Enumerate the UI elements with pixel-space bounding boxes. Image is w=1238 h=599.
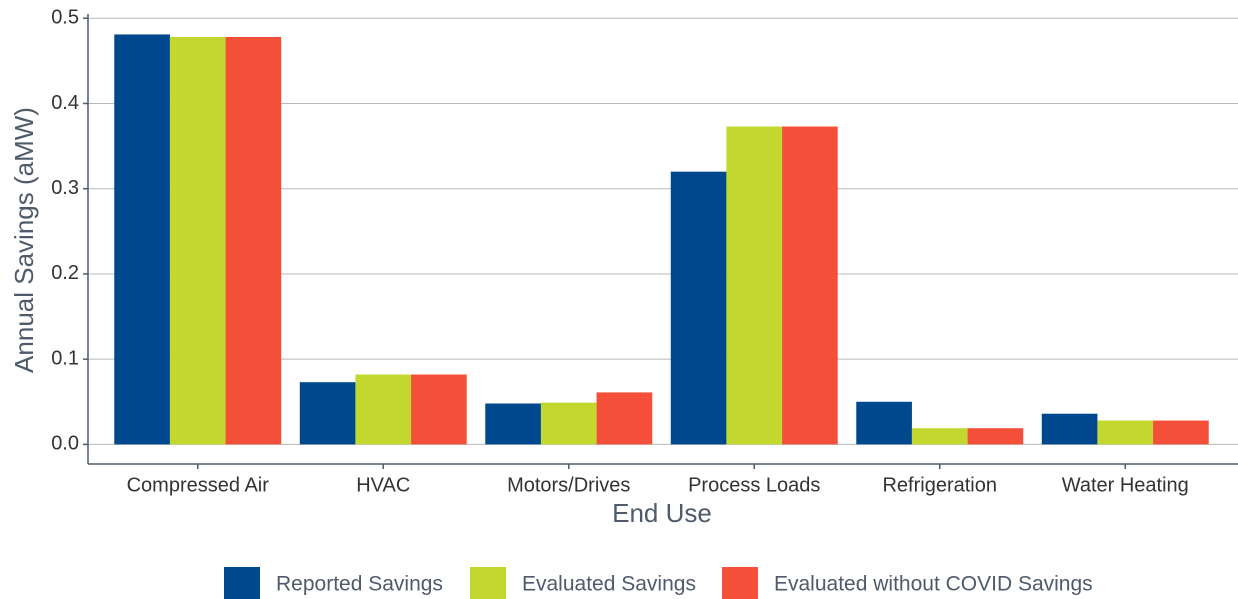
bar	[782, 126, 838, 445]
bar	[1097, 420, 1154, 445]
y-tick-label: 0.5	[51, 7, 79, 29]
bar	[114, 34, 170, 445]
x-tick-label: Motors/Drives	[507, 474, 630, 496]
y-tick-label: 0.4	[51, 92, 79, 114]
legend-swatch	[470, 567, 506, 599]
x-tick-label: Water Heating	[1062, 474, 1189, 496]
legend-label: Reported Savings	[276, 573, 443, 596]
x-tick-label: Process Loads	[688, 474, 820, 496]
bar	[1153, 420, 1209, 445]
x-tick-label: Compressed Air	[127, 474, 270, 496]
bar	[1041, 413, 1098, 445]
bar	[485, 403, 541, 445]
bar	[225, 37, 282, 445]
legend-label: Evaluated Savings	[522, 573, 696, 596]
x-axis-title: End Use	[612, 498, 712, 528]
x-tick-label: Refrigeration	[882, 474, 997, 496]
y-tick-label: 0.0	[51, 433, 79, 455]
bar	[169, 37, 226, 445]
bar	[355, 374, 412, 445]
y-tick-label: 0.3	[51, 177, 79, 199]
bar	[726, 126, 783, 445]
bar	[856, 401, 912, 445]
bar	[411, 374, 467, 445]
bar	[670, 171, 727, 445]
y-tick-label: 0.2	[51, 262, 79, 284]
bar	[596, 392, 653, 445]
bar	[911, 428, 968, 445]
x-tick-label: HVAC	[356, 474, 410, 496]
y-tick-label: 0.1	[51, 347, 79, 369]
bar	[299, 382, 356, 445]
legend-label: Evaluated without COVID Savings	[774, 573, 1093, 596]
bar	[540, 402, 597, 445]
bar	[967, 428, 1024, 445]
y-axis-title: Annual Savings (aMW)	[9, 107, 39, 373]
legend-swatch	[722, 567, 758, 599]
legend-swatch	[224, 567, 260, 599]
